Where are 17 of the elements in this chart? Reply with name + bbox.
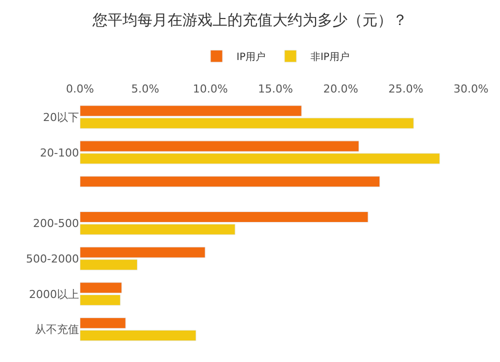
y-tick-label: 20-100	[40, 146, 79, 160]
legend-label: 非IP用户	[310, 51, 350, 64]
x-tick-label: 5.0%	[131, 82, 160, 96]
bar	[80, 176, 380, 188]
y-tick-label: 500-2000	[26, 252, 79, 266]
chart-title: 您平均每月在游戏上的充值大约为多少（元）？	[92, 10, 408, 29]
y-tick-label: 2000以上	[29, 288, 79, 301]
x-tick-label: 20.0%	[323, 82, 358, 96]
x-tick-label: 0.0%	[66, 82, 94, 96]
y-tick-label: 从不充值	[35, 323, 79, 336]
x-tick-label: 30.0%	[454, 82, 488, 96]
x-tick-label: 15.0%	[258, 82, 293, 96]
y-tick-label: 200-500	[33, 217, 79, 230]
legend-label: IP用户	[236, 51, 266, 64]
x-tick-label: 25.0%	[388, 82, 424, 96]
x-tick-label: 10.0%	[192, 82, 228, 96]
y-tick-label: 20以下	[43, 110, 79, 124]
